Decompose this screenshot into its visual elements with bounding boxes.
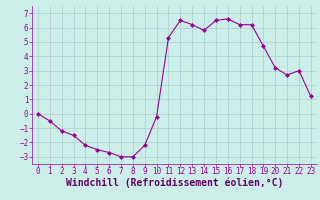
X-axis label: Windchill (Refroidissement éolien,°C): Windchill (Refroidissement éolien,°C) bbox=[66, 178, 283, 188]
